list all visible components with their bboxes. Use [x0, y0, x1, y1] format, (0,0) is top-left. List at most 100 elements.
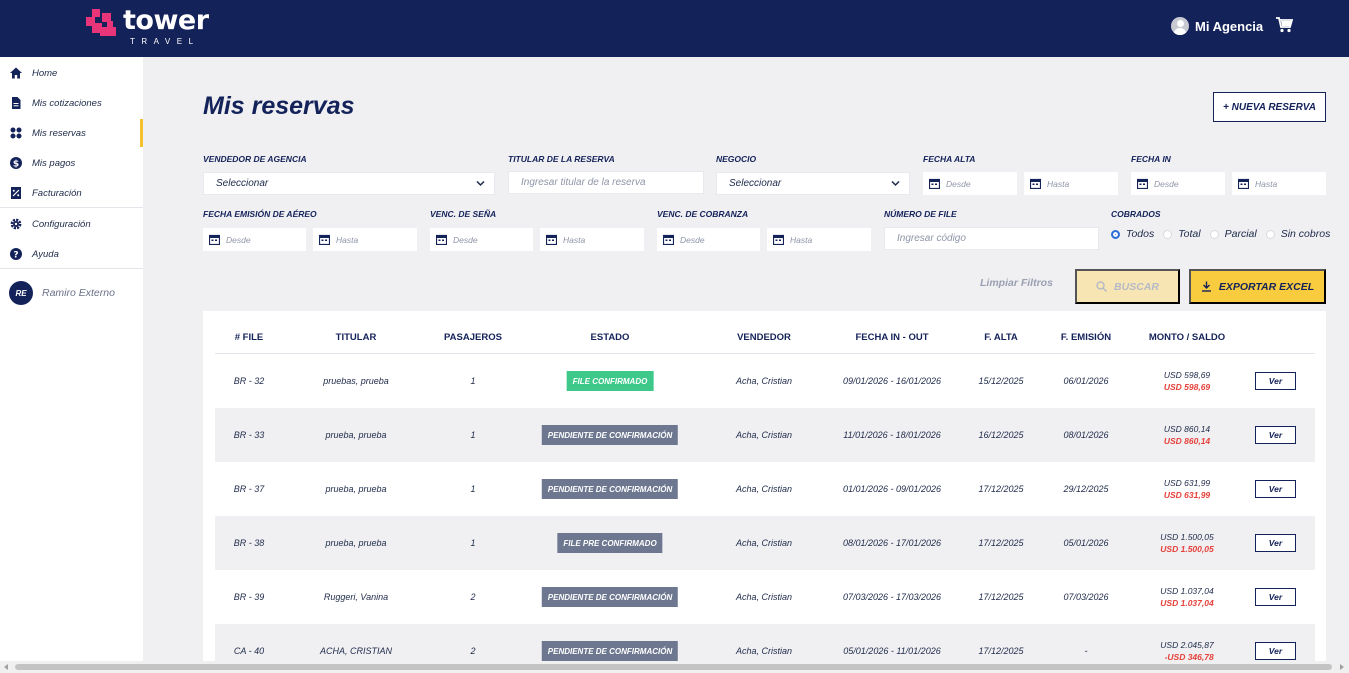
status-badge: PENDIENTE DE CONFIRMACIÓN: [541, 425, 679, 445]
venc-cobranza-hasta-input[interactable]: Hasta: [767, 228, 871, 251]
col-emision: F. EMISIÓN: [1060, 332, 1112, 343]
view-reservation-button[interactable]: Ver: [1255, 534, 1296, 552]
sidebar-item-home[interactable]: Home: [0, 58, 143, 88]
cell-file: BR - 33: [233, 430, 265, 440]
venc-cobranza-desde-input[interactable]: Desde: [657, 228, 760, 251]
date-placeholder: Desde: [680, 234, 705, 245]
vendedor-select[interactable]: Seleccionar: [203, 172, 495, 195]
search-button-label: BUSCAR: [1114, 280, 1159, 293]
col-pasajeros: PASAJEROS: [444, 332, 502, 343]
table-row: BR - 39 Ruggeri, Vanina 2 PENDIENTE DE C…: [215, 570, 1315, 624]
sidebar-item-configuracion[interactable]: Configuración: [0, 209, 143, 239]
monto-value: USD 2.045,87: [1160, 640, 1214, 650]
sidebar-item-facturacion[interactable]: Facturación: [0, 178, 143, 208]
sidebar-item-ayuda[interactable]: ? Ayuda: [0, 239, 143, 269]
negocio-select[interactable]: Seleccionar: [716, 172, 910, 195]
radio-todos[interactable]: Todos: [1111, 228, 1154, 240]
search-button[interactable]: BUSCAR: [1075, 269, 1180, 304]
numero-file-placeholder: Ingresar código: [897, 233, 966, 244]
cell-file: BR - 38: [233, 538, 265, 548]
scrollbar-thumb[interactable]: [15, 664, 1332, 670]
radio-dot: [1265, 229, 1275, 239]
sidebar-item-reservas[interactable]: Mis reservas: [0, 118, 143, 148]
user-avatar-icon: [1171, 17, 1189, 35]
cell-file: CA - 40: [233, 646, 265, 656]
fecha-alta-desde-input[interactable]: Desde: [923, 172, 1017, 195]
scroll-left-arrow-icon[interactable]: [4, 664, 8, 670]
cell-monto-saldo: USD 1.500,05 USD 1.500,05: [1160, 532, 1213, 554]
col-monto: MONTO / SALDO: [1148, 332, 1226, 343]
date-placeholder: Hasta: [336, 234, 359, 245]
calendar-icon: [546, 234, 557, 245]
calendar-icon: [1238, 178, 1249, 189]
cell-vendedor: Acha, Cristian: [735, 592, 793, 602]
sidebar-item-label: Mis cotizaciones: [32, 97, 102, 109]
svg-text:$: $: [13, 159, 19, 169]
filter-label-venc-sena: VENC. DE SEÑA: [430, 209, 497, 219]
status-badge: PENDIENTE DE CONFIRMACIÓN: [541, 479, 679, 499]
saldo-value: USD 598,69: [1163, 382, 1211, 392]
cell-emision: -: [1084, 646, 1088, 656]
fecha-in-hasta-input[interactable]: Hasta: [1232, 172, 1326, 195]
scroll-right-arrow-icon[interactable]: [1340, 664, 1344, 670]
filter-label-cobrados: COBRADOS: [1111, 209, 1161, 219]
cell-fechas: 09/01/2026 - 16/01/2026: [842, 376, 942, 386]
radio-parcial[interactable]: Parcial: [1209, 228, 1257, 240]
sidebar-user[interactable]: RE Ramiro Externo: [9, 281, 115, 305]
cell-file: BR - 32: [233, 376, 265, 386]
cell-emision: 29/12/2025: [1063, 484, 1109, 494]
cell-fechas: 08/01/2026 - 17/01/2026: [842, 538, 942, 548]
saldo-value: -USD 346,78: [1164, 652, 1214, 661]
tower-logo-icon: [86, 9, 116, 36]
user-initials-avatar: RE: [9, 281, 33, 305]
cell-titular: pruebas, prueba: [323, 376, 389, 386]
radio-total[interactable]: Total: [1163, 228, 1201, 240]
filter-label-titular: TITULAR DE LA RESERVA: [508, 154, 615, 164]
cell-file: BR - 39: [233, 592, 265, 602]
new-reservation-button[interactable]: + NUEVA RESERVA: [1213, 92, 1326, 122]
cell-pasajeros: 1: [470, 538, 476, 548]
view-reservation-button[interactable]: Ver: [1255, 426, 1296, 444]
radio-sin-cobros[interactable]: Sin cobros: [1265, 228, 1330, 240]
saldo-value: USD 631,99: [1163, 490, 1211, 500]
status-badge: FILE PRE CONFIRMADO: [557, 533, 663, 553]
venc-sena-hasta-input[interactable]: Hasta: [540, 228, 644, 251]
col-titular: TITULAR: [335, 332, 377, 343]
fecha-alta-hasta-input[interactable]: Hasta: [1024, 172, 1118, 195]
view-reservation-button[interactable]: Ver: [1255, 588, 1296, 606]
cell-emision: 08/01/2026: [1063, 430, 1109, 440]
venc-sena-desde-input[interactable]: Desde: [430, 228, 533, 251]
cell-fechas: 11/01/2026 - 18/01/2026: [843, 430, 941, 440]
date-placeholder: Hasta: [563, 234, 586, 245]
view-reservation-button[interactable]: Ver: [1255, 372, 1296, 390]
sidebar-divider: [0, 268, 143, 269]
page-title: Mis reservas: [203, 92, 355, 120]
user-menu[interactable]: Mi Agencia: [1171, 16, 1263, 36]
cell-monto-saldo: USD 598,69 USD 598,69: [1164, 370, 1210, 392]
col-vendedor: VENDEDOR: [737, 332, 791, 343]
col-fechas: FECHA IN - OUT: [855, 332, 929, 343]
sidebar-item-pagos[interactable]: $ Mis pagos: [0, 148, 143, 178]
fecha-in-desde-input[interactable]: Desde: [1131, 172, 1225, 195]
export-excel-button[interactable]: EXPORTAR EXCEL: [1189, 269, 1326, 304]
view-reservation-button[interactable]: Ver: [1255, 480, 1296, 498]
cell-monto-saldo: USD 860,14 USD 860,14: [1164, 424, 1210, 446]
table-row: BR - 33 prueba, prueba 1 PENDIENTE DE CO…: [215, 408, 1315, 462]
numero-file-input[interactable]: Ingresar código: [884, 227, 1099, 250]
fecha-emision-hasta-input[interactable]: Hasta: [313, 228, 417, 251]
cell-titular: Ruggeri, Vanina: [323, 592, 389, 602]
date-placeholder: Desde: [453, 234, 478, 245]
view-reservation-button[interactable]: Ver: [1255, 642, 1296, 660]
filter-label-vendedor: VENDEDOR DE AGENCIA: [203, 154, 307, 164]
calendar-icon: [663, 234, 674, 245]
reservations-table: # FILE TITULAR PASAJEROS ESTADO VENDEDOR…: [203, 311, 1326, 661]
titular-input[interactable]: Ingresar titular de la reserva: [508, 171, 704, 194]
calendar-icon: [209, 234, 220, 245]
fecha-emision-desde-input[interactable]: Desde: [203, 228, 306, 251]
cell-pasajeros: 2: [470, 592, 476, 602]
cart-icon[interactable]: [1276, 17, 1293, 33]
sidebar-item-cotizaciones[interactable]: Mis cotizaciones: [0, 88, 143, 118]
cell-titular: ACHA, CRISTIAN: [319, 646, 393, 656]
horizontal-scrollbar[interactable]: [0, 661, 1349, 673]
clear-filters-link[interactable]: Limpiar Filtros: [980, 277, 1053, 289]
